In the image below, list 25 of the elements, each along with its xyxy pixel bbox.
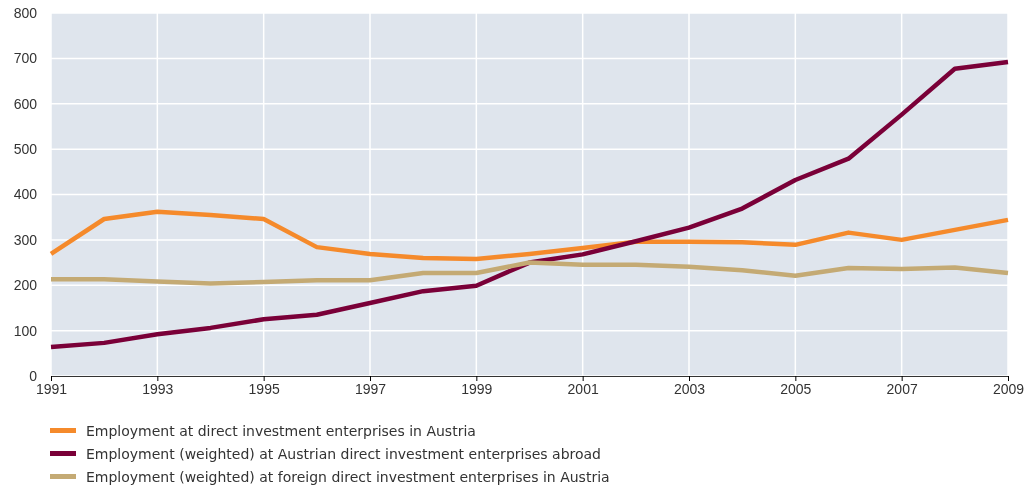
x-tick-label: 2001 [567, 380, 599, 397]
y-tick-label: 800 [13, 4, 38, 21]
x-tick-label: 2005 [780, 380, 812, 397]
y-tick-label: 500 [13, 141, 38, 158]
legend-label: Employment (weighted) at Austrian direct investment enterprises abroad [86, 446, 602, 462]
y-tick-label: 300 [13, 231, 38, 248]
y-tick-label: 600 [13, 95, 38, 112]
y-tick-label: 200 [13, 277, 38, 294]
line-series [48, 59, 1011, 350]
x-tick-label: 1993 [142, 380, 174, 397]
y-tick-label: 0 [29, 367, 38, 384]
y-tick-label: 700 [13, 50, 38, 67]
line-series [48, 209, 1011, 262]
y-tick-label: 100 [13, 322, 38, 339]
x-tick-label: 1997 [354, 380, 387, 397]
y-tick-label: 400 [13, 186, 38, 203]
line-series [48, 260, 1011, 286]
x-tick-label: 1991 [35, 380, 68, 397]
legend-label: Employment at direct investment enterprises in Austria [86, 423, 476, 439]
legend-label: Employment (weighted) at foreign direct investment enterprises in Austria [86, 469, 610, 485]
x-tick-label: 2007 [886, 380, 918, 397]
x-tick-label: 2003 [673, 380, 706, 397]
x-tick-label: 1995 [248, 380, 280, 397]
x-tick-label: 2009 [992, 380, 1025, 397]
x-tick-label: 1999 [461, 380, 493, 397]
